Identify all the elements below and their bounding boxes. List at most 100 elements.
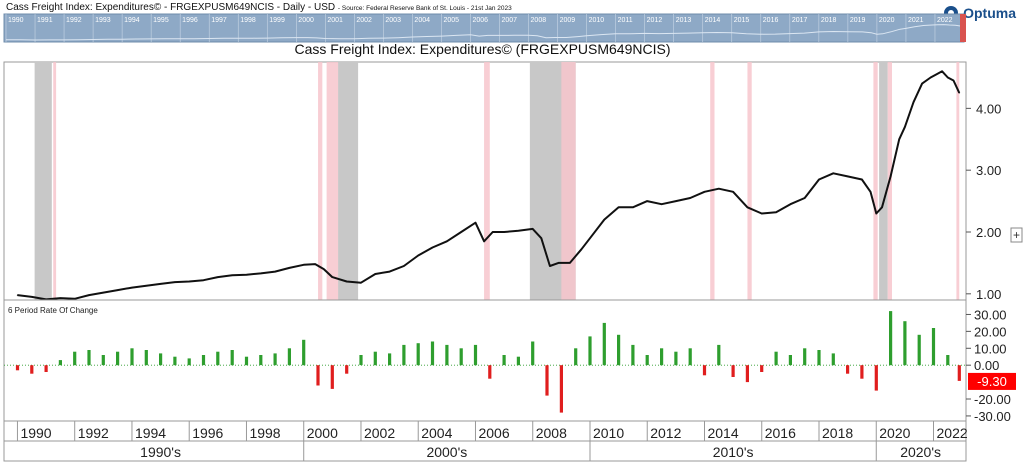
header-bar: Cass Freight Index: Expenditures© - FRGE… [6,2,512,13]
roc-bar [588,336,592,366]
price-point [904,126,906,128]
price-point [589,237,591,239]
x-axis: 1990 1992 1994 1996 1998 2000 2002 2004 2006 2008… [3,420,968,462]
price-point [557,262,560,264]
x-axis-year-label: 2020 [879,425,910,441]
header-title: Cass Freight Index: Expenditures© - FRGE… [6,2,336,13]
price-point [603,219,605,221]
price-point [549,265,551,267]
main-y-tick-label: 4.00 [976,101,1001,116]
price-point [661,203,663,205]
roc-bar [287,348,291,366]
overview-sparkline [5,24,962,41]
roc-bar [946,355,950,366]
recession-shade-pink [873,62,878,300]
price-point [941,70,943,72]
overview-range-handle[interactable] [960,14,966,42]
price-point [360,282,362,284]
roc-y-tick-label: -20.00 [974,392,1011,407]
roc-bar [230,350,234,366]
overview-year-label: 1997 [211,17,227,24]
roc-bar [187,358,191,366]
x-axis-decade-label: 2020's [900,444,941,460]
roc-bar [445,344,449,366]
recession-shade-gray [338,62,359,300]
price-series-line [17,70,961,301]
overview-year-label: 2019 [850,17,866,24]
roc-bar [631,344,635,366]
zoom-plus-button[interactable]: + [1010,227,1023,243]
price-point [890,175,892,177]
recession-shade-pink [710,62,715,300]
x-axis-year-label: 2006 [478,425,509,441]
rate-of-change-panel: 6 Period Rate Of Change 30.00 20.00 10.00 0.… [3,299,1016,424]
x-axis-year-label: 2002 [364,425,395,441]
price-point [59,297,62,299]
recession-shade-gray [879,62,888,300]
overview-year-label: 2014 [705,17,721,24]
price-point [260,272,262,274]
price-point [947,76,949,79]
overview-background [3,13,965,43]
price-point [832,172,834,174]
roc-y-tick-label: 10.00 [974,341,1007,356]
price-point [789,203,792,205]
overview-year-label: 2015 [734,17,750,24]
roc-bar [316,365,320,386]
x-axis-year-label: 2014 [707,425,738,441]
roc-bar [259,355,263,366]
price-point [847,175,849,177]
roc-bar [345,365,349,374]
price-point [374,273,376,275]
price-point [580,248,583,250]
price-point [483,240,485,242]
header-source: - Source: Federal Reserve Bank of St. Lo… [337,5,512,12]
overview-strip[interactable]: 1990 1991 1992 1993 1994 1995 1996 1997 1998 1999… [3,13,966,43]
price-point [775,211,777,213]
overview-year-label: 2016 [763,17,779,24]
price-point [646,200,648,202]
overview-year-label: 2001 [327,17,343,24]
overview-year-label: 2000 [298,17,314,24]
roc-bar [459,348,463,366]
price-point [492,231,494,233]
roc-bar [674,351,678,366]
price-point [131,287,133,289]
overview-year-label: 1998 [240,17,256,24]
roc-bar [130,348,134,366]
recession-shade-gray [34,62,52,300]
roc-bar [58,360,62,366]
price-point [474,222,477,224]
roc-bar [488,365,492,379]
overview-year-label: 2012 [647,17,663,24]
roc-bar [273,353,277,366]
roc-y-tick-label: -30.00 [974,409,1011,424]
roc-bar [917,334,921,366]
roc-bar [416,343,420,366]
roc-bar [617,334,621,366]
price-point [188,280,190,283]
roc-bar [559,365,563,413]
roc-bar [330,365,334,389]
roc-y-tick-label: 0.00 [974,358,999,373]
roc-bar [574,348,578,366]
roc-bar [87,350,91,366]
roc-bar [201,355,206,366]
x-axis-year-label: 2012 [650,425,681,441]
price-point [160,283,162,285]
overview-year-label: 2005 [443,17,459,24]
roc-last-value-label: -9.30 [977,374,1007,389]
overview-year-label: 2008 [531,17,547,24]
price-point [958,92,960,94]
roc-bar [359,355,363,366]
roc-bar [602,322,606,366]
price-point [74,298,76,300]
price-point [912,101,915,103]
price-point [331,276,333,278]
price-point [102,292,104,294]
optuma-logo-text: Optuma [963,5,1016,21]
price-point [346,280,348,283]
roc-bar [931,328,936,366]
